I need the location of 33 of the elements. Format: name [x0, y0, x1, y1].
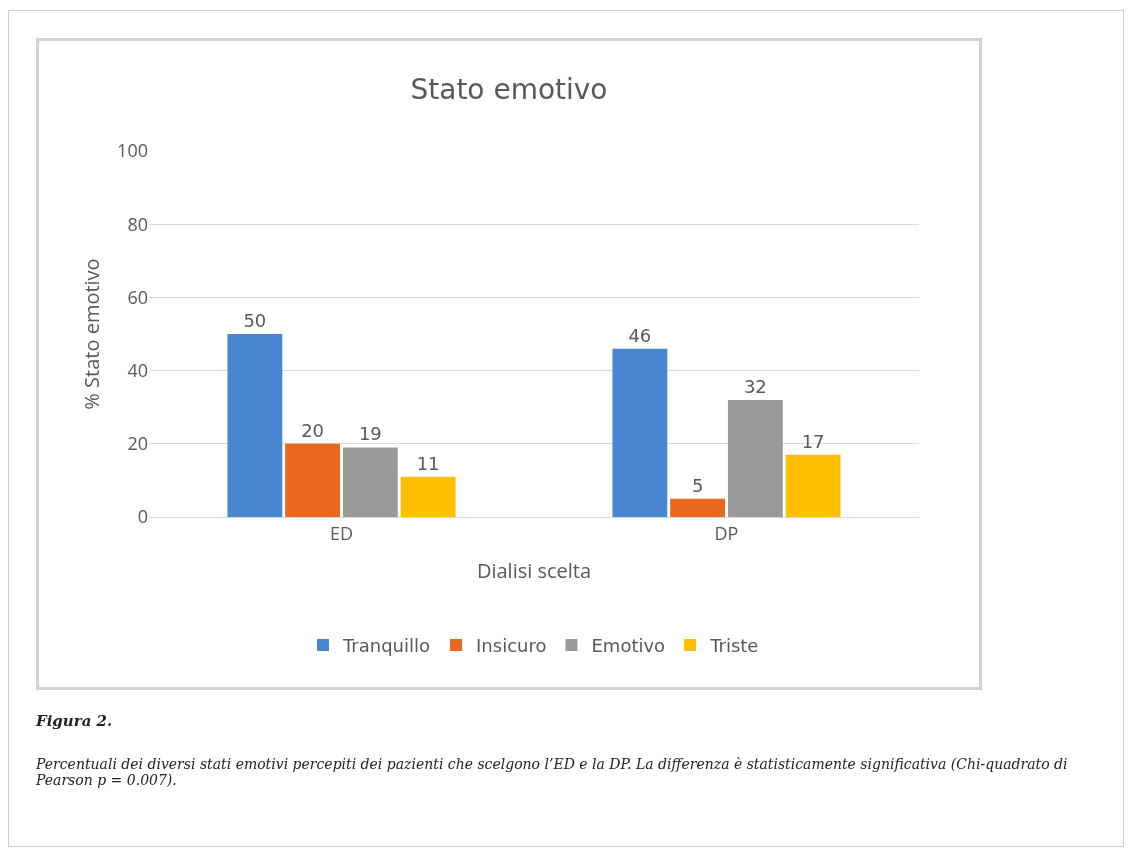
data-label: 11 [416, 452, 440, 474]
legend-label: Triste [709, 635, 759, 657]
y-tick-label: 80 [127, 211, 148, 236]
bar [400, 476, 456, 517]
bar [342, 447, 398, 517]
y-tick-label: 60 [127, 284, 148, 309]
x-tick-label: DP [714, 520, 739, 545]
y-tick-label: 20 [127, 431, 148, 456]
bar [670, 498, 726, 517]
y-tick-label: 0 [137, 504, 148, 529]
data-label: 46 [628, 324, 652, 346]
bar [285, 443, 341, 517]
text: Percentuali dei diversi stati emotivi percepiti dei pazienti che scelgono l’ED e la DP. La differenza è statisticamente significativa (Chi-quadrato di Pearson p = 0.007). [36, 756, 1069, 788]
bar [727, 399, 783, 517]
data-label: 5 [691, 474, 704, 496]
y-tick-label: 100 [117, 138, 148, 163]
data-label: 17 [801, 430, 825, 452]
bar [612, 348, 668, 517]
text: Figura 2. [36, 712, 114, 730]
bar [227, 334, 283, 517]
x-tick-label: ED [329, 520, 354, 545]
data-label: 19 [358, 423, 382, 445]
x-axis-title: Dialisi scelta [476, 557, 592, 585]
data-label: 32 [743, 375, 767, 397]
legend-label: Insicuro [476, 635, 547, 657]
legend-label: Emotivo [591, 635, 666, 657]
legend-label: Tranquillo [342, 635, 431, 657]
y-tick-label: 40 [127, 357, 148, 382]
bar [785, 454, 841, 517]
data-label: 50 [243, 310, 267, 331]
data-label: 20 [301, 419, 325, 441]
y-axis-title: % Stato emotivo [78, 258, 105, 410]
chart-title: Stato emotivo [410, 73, 608, 107]
